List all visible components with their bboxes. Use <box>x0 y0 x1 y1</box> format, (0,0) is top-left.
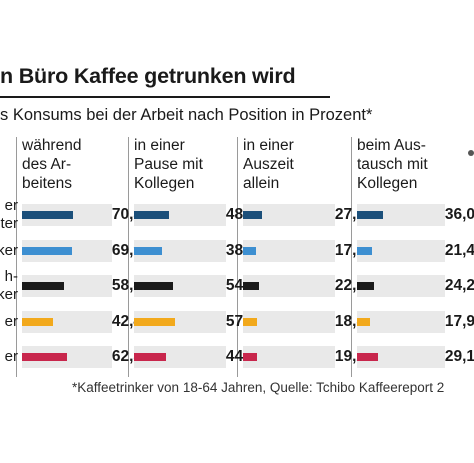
column-separator <box>16 137 17 377</box>
bar-track <box>243 311 335 333</box>
bar <box>134 282 174 290</box>
column-separator <box>351 137 352 377</box>
row-label: h- ker <box>0 268 18 304</box>
row-label-text: er <box>4 348 18 365</box>
bar-track <box>134 240 226 262</box>
chart-subtitle: s Konsums bei der Arbeit nach Position i… <box>0 106 373 124</box>
row-label-text: h- ker <box>0 268 18 303</box>
row-label: ker <box>0 242 18 260</box>
bar <box>243 353 257 361</box>
row-label: er <box>0 348 18 366</box>
bar-track <box>357 275 445 297</box>
row-label: er ter <box>0 197 18 233</box>
bar-track <box>22 311 112 333</box>
title-underline <box>0 96 330 98</box>
bar-track <box>22 275 112 297</box>
column-header-2: in einer Pause mit Kollegen <box>134 137 203 192</box>
bar <box>357 318 370 326</box>
column-header-3: in einer Auszeit allein <box>243 137 294 192</box>
bar <box>243 211 263 219</box>
column-separator <box>128 137 129 377</box>
bar <box>22 282 65 290</box>
bar-track <box>357 311 445 333</box>
column-separator <box>237 137 238 377</box>
bar-track <box>243 346 335 368</box>
bar <box>243 318 257 326</box>
value-label: 29,1 <box>444 348 474 365</box>
bar <box>134 247 162 255</box>
bar <box>134 318 176 326</box>
bar-track <box>357 204 445 226</box>
bar <box>22 318 53 326</box>
bar <box>357 211 383 219</box>
row-label-text: er ter <box>0 197 18 232</box>
bar-track <box>243 204 335 226</box>
row-label-text: ker <box>0 242 18 259</box>
value-label: 21,4 <box>444 242 474 259</box>
bar-track <box>22 346 112 368</box>
bar <box>22 353 67 361</box>
bar <box>357 247 373 255</box>
bar <box>243 282 260 290</box>
chart-title: n Büro Kaffee getrunken wird <box>0 64 296 88</box>
bar <box>22 211 73 219</box>
row-label: er <box>0 313 18 331</box>
bar-track <box>243 240 335 262</box>
bar <box>243 247 256 255</box>
bar-track <box>243 275 335 297</box>
value-label: 17,9 <box>444 313 474 330</box>
column-header-1: während des Ar- beitens <box>22 137 82 192</box>
bar <box>22 247 73 255</box>
cut-off-column-icon <box>468 150 474 156</box>
value-label: 36,0 <box>444 206 474 223</box>
bar-track <box>134 346 226 368</box>
row-label-text: er <box>4 313 18 330</box>
bar-track <box>134 204 226 226</box>
bar-track <box>134 311 226 333</box>
column-header-4: beim Aus- tausch mit Kollegen <box>357 137 428 192</box>
bar-track <box>134 275 226 297</box>
bar <box>134 353 167 361</box>
footnote: *Kaffeetrinker von 18-64 Jahren, Quelle:… <box>72 380 445 395</box>
bar-track <box>357 346 445 368</box>
bar <box>357 282 375 290</box>
bar <box>357 353 378 361</box>
bar <box>134 211 169 219</box>
value-label: 24,2 <box>444 277 474 294</box>
bar-track <box>357 240 445 262</box>
